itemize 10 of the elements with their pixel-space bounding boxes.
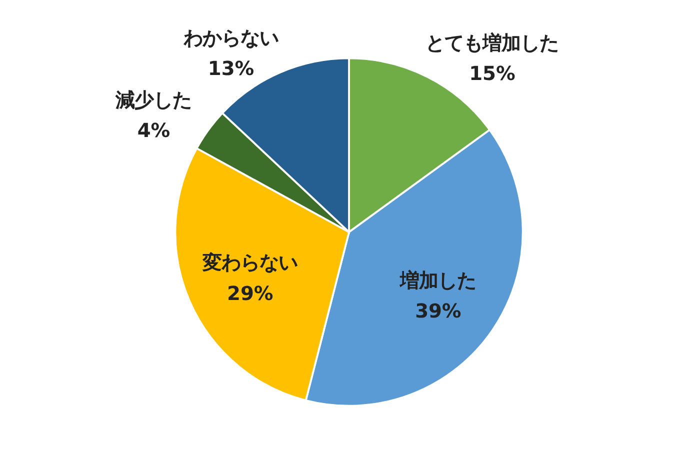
data-label: 29% [227, 282, 274, 305]
data-label: 4% [137, 119, 170, 142]
data-label: 13% [208, 57, 254, 80]
data-label: 15% [469, 62, 516, 86]
slice-label: 減少した [114, 88, 192, 112]
slice-label: 増加した [399, 268, 476, 292]
slice-label: 変わらない [202, 251, 298, 274]
slice-label: とても増加した [426, 31, 559, 54]
data-label: 39% [415, 300, 462, 323]
slice-label: わからない [182, 26, 279, 50]
